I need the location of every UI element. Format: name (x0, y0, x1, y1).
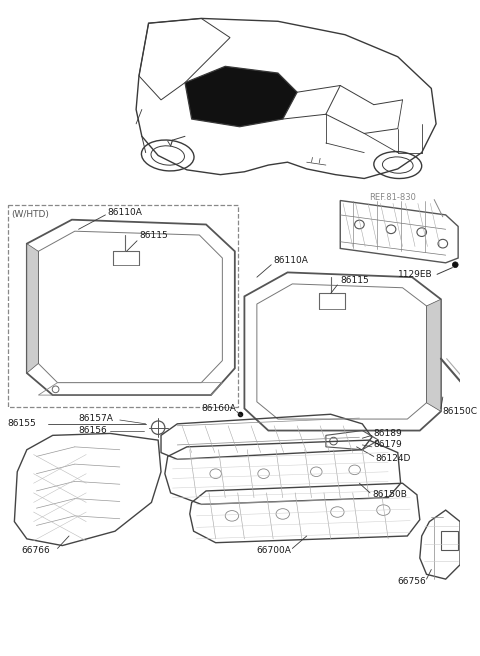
Text: 66766: 66766 (21, 546, 50, 555)
Text: 86110A: 86110A (108, 207, 142, 216)
Text: 86115: 86115 (139, 232, 168, 241)
Text: 86110A: 86110A (273, 256, 308, 266)
Text: 86179: 86179 (374, 440, 403, 449)
Polygon shape (427, 299, 441, 411)
Text: 86155: 86155 (8, 419, 36, 428)
Text: 86160A: 86160A (201, 404, 236, 413)
Text: 66700A: 66700A (257, 546, 292, 555)
Text: 86150C: 86150C (443, 407, 478, 416)
Text: 86150B: 86150B (372, 490, 407, 499)
Text: 1129EB: 1129EB (398, 270, 432, 279)
Polygon shape (27, 243, 38, 373)
Ellipse shape (452, 262, 458, 268)
Polygon shape (185, 66, 297, 127)
Text: REF.81-830: REF.81-830 (369, 193, 416, 202)
Text: (W/HTD): (W/HTD) (12, 211, 49, 219)
Text: 86115: 86115 (340, 276, 369, 285)
Text: 86157A: 86157A (79, 413, 113, 422)
Text: 86189: 86189 (374, 429, 403, 438)
Text: 66756: 66756 (398, 577, 427, 586)
Text: 86156: 86156 (79, 426, 108, 435)
Text: 86124D: 86124D (376, 454, 411, 463)
